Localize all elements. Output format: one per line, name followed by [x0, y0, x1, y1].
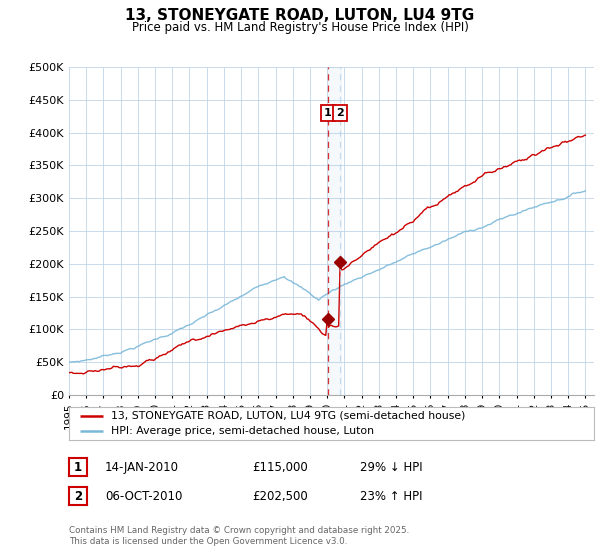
Text: 14-JAN-2010: 14-JAN-2010: [105, 460, 179, 474]
Text: 2: 2: [336, 108, 344, 118]
Bar: [328, 67, 341, 395]
Text: 29% ↓ HPI: 29% ↓ HPI: [360, 460, 422, 474]
Text: 1: 1: [324, 108, 332, 118]
Text: £202,500: £202,500: [252, 489, 308, 503]
Text: HPI: Average price, semi-detached house, Luton: HPI: Average price, semi-detached house,…: [111, 426, 374, 436]
Text: Price paid vs. HM Land Registry's House Price Index (HPI): Price paid vs. HM Land Registry's House …: [131, 21, 469, 34]
Text: 13, STONEYGATE ROAD, LUTON, LU4 9TG (semi-detached house): 13, STONEYGATE ROAD, LUTON, LU4 9TG (sem…: [111, 411, 466, 421]
Text: 23% ↑ HPI: 23% ↑ HPI: [360, 489, 422, 503]
Text: 06-OCT-2010: 06-OCT-2010: [105, 489, 182, 503]
Text: 2: 2: [74, 489, 82, 503]
Text: £115,000: £115,000: [252, 460, 308, 474]
Text: Contains HM Land Registry data © Crown copyright and database right 2025.
This d: Contains HM Land Registry data © Crown c…: [69, 526, 409, 546]
Text: 1: 1: [74, 460, 82, 474]
Text: 13, STONEYGATE ROAD, LUTON, LU4 9TG: 13, STONEYGATE ROAD, LUTON, LU4 9TG: [125, 8, 475, 24]
